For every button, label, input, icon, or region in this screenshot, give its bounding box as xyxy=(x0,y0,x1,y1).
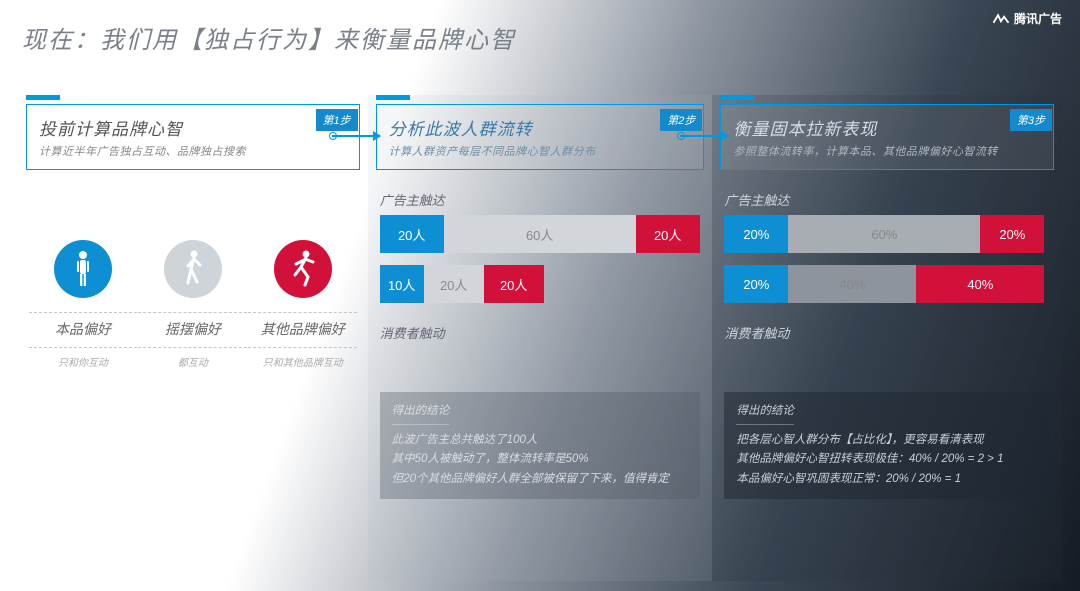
s2-conclusion: 得出的结论 此波广告主总共触达了100人其中50人被触动了，整体流转率是50%但… xyxy=(380,392,701,499)
persona-desc: 都互动 xyxy=(138,352,247,369)
conclusion-line: 把各层心智人群分布【占比化】，更容易看清表现 xyxy=(736,431,1038,451)
step-2-card: 分析此波人群流转 计算人群资产每层不同品牌心智人群分布 xyxy=(376,104,705,170)
bar-segment: 20人 xyxy=(484,265,544,303)
s3-label-bottom: 消费者触动 xyxy=(724,323,1062,342)
persona-name: 其他品牌偏好 xyxy=(248,317,357,341)
persona-icon xyxy=(164,240,222,298)
brand-logo: 腾讯广告 xyxy=(992,10,1062,27)
s3-label-top: 广告主触达 xyxy=(724,190,1062,209)
step-2-column: 第2步 分析此波人群流转 计算人群资产每层不同品牌心智人群分布 广告主触达 20… xyxy=(368,95,713,581)
persona-desc: 只和其他品牌互动 xyxy=(248,352,357,369)
s2-bar-bottom: 10人20人20人 xyxy=(380,265,550,303)
bar-segment: 20% xyxy=(724,215,788,253)
arrow-2-3 xyxy=(680,135,728,137)
s2-label-top: 广告主触达 xyxy=(380,190,713,209)
conclusion-line: 但20个其他品牌偏好人群全部被保留了下来，值得肯定 xyxy=(392,470,689,490)
step-3-title: 衡量固本拉新表现 xyxy=(733,115,1041,140)
bar-segment: 60人 xyxy=(444,215,636,253)
step-2-sub: 计算人群资产每层不同品牌心智人群分布 xyxy=(389,143,692,159)
step-3-card: 衡量固本拉新表现 参照整体流转率，计算本品、其他品牌偏好心智流转 xyxy=(720,104,1054,170)
persona-desc: 只和你互动 xyxy=(29,352,138,369)
arrow-1-2 xyxy=(332,135,380,137)
accent-bar xyxy=(720,95,754,100)
bar-segment: 60% xyxy=(788,215,980,253)
persona-name: 摇摆偏好 xyxy=(138,317,247,341)
bar-segment: 20% xyxy=(980,215,1044,253)
bar-segment: 20人 xyxy=(424,265,484,303)
step-1-sub: 计算近半年广告独占互动、品牌独占搜索 xyxy=(39,143,347,159)
s3-conclusion: 得出的结论 把各层心智人群分布【占比化】，更容易看清表现其他品牌偏好心智扭转表现… xyxy=(724,392,1050,499)
conclusion-line: 此波广告主总共触达了100人 xyxy=(392,431,689,451)
s2-conclusion-head: 得出的结论 xyxy=(392,402,450,425)
step-3-sub: 参照整体流转率，计算本品、其他品牌偏好心智流转 xyxy=(733,143,1041,159)
bar-segment: 20人 xyxy=(636,215,700,253)
accent-bar xyxy=(376,95,410,100)
step-1-title: 投前计算品牌心智 xyxy=(39,115,347,140)
s3-conclusion-head: 得出的结论 xyxy=(736,402,794,425)
step-1-column: 第1步 投前计算品牌心智 计算近半年广告独占互动、品牌独占搜索 本品偏好 只和你… xyxy=(18,95,368,581)
conclusion-line: 其中50人被触动了，整体流转率是50% xyxy=(392,450,689,470)
step-2-title: 分析此波人群流转 xyxy=(389,115,692,140)
s2-label-bottom: 消费者触动 xyxy=(380,323,713,342)
step-3-column: 第3步 衡量固本拉新表现 参照整体流转率，计算本品、其他品牌偏好心智流转 广告主… xyxy=(712,95,1062,581)
bar-segment: 10人 xyxy=(380,265,424,303)
persona-item: 本品偏好 只和你互动 xyxy=(29,240,138,369)
bar-segment: 40% xyxy=(916,265,1044,303)
bar-segment: 20% xyxy=(724,265,788,303)
bar-segment: 40% xyxy=(788,265,916,303)
step-1-card: 投前计算品牌心智 计算近半年广告独占互动、品牌独占搜索 xyxy=(26,104,360,170)
persona-item: 其他品牌偏好 只和其他品牌互动 xyxy=(248,240,357,369)
page-title: 现在：我们用【独占行为】来衡量品牌心智 xyxy=(22,20,516,55)
s2-bar-top: 20人60人20人 xyxy=(380,215,701,253)
conclusion-line: 本品偏好心智巩固表现正常：20% / 20% = 1 xyxy=(736,470,1038,490)
persona-item: 摇摆偏好 都互动 xyxy=(138,240,247,369)
accent-bar xyxy=(26,95,60,100)
s3-bar-bottom: 20%40%40% xyxy=(724,265,1050,303)
persona-icon xyxy=(54,240,112,298)
s3-bar-top: 20%60%20% xyxy=(724,215,1050,253)
bar-segment: 20人 xyxy=(380,215,444,253)
persona-name: 本品偏好 xyxy=(29,317,138,341)
persona-icon xyxy=(274,240,332,298)
conclusion-line: 其他品牌偏好心智扭转表现极佳：40% / 20% = 2 > 1 xyxy=(736,450,1038,470)
